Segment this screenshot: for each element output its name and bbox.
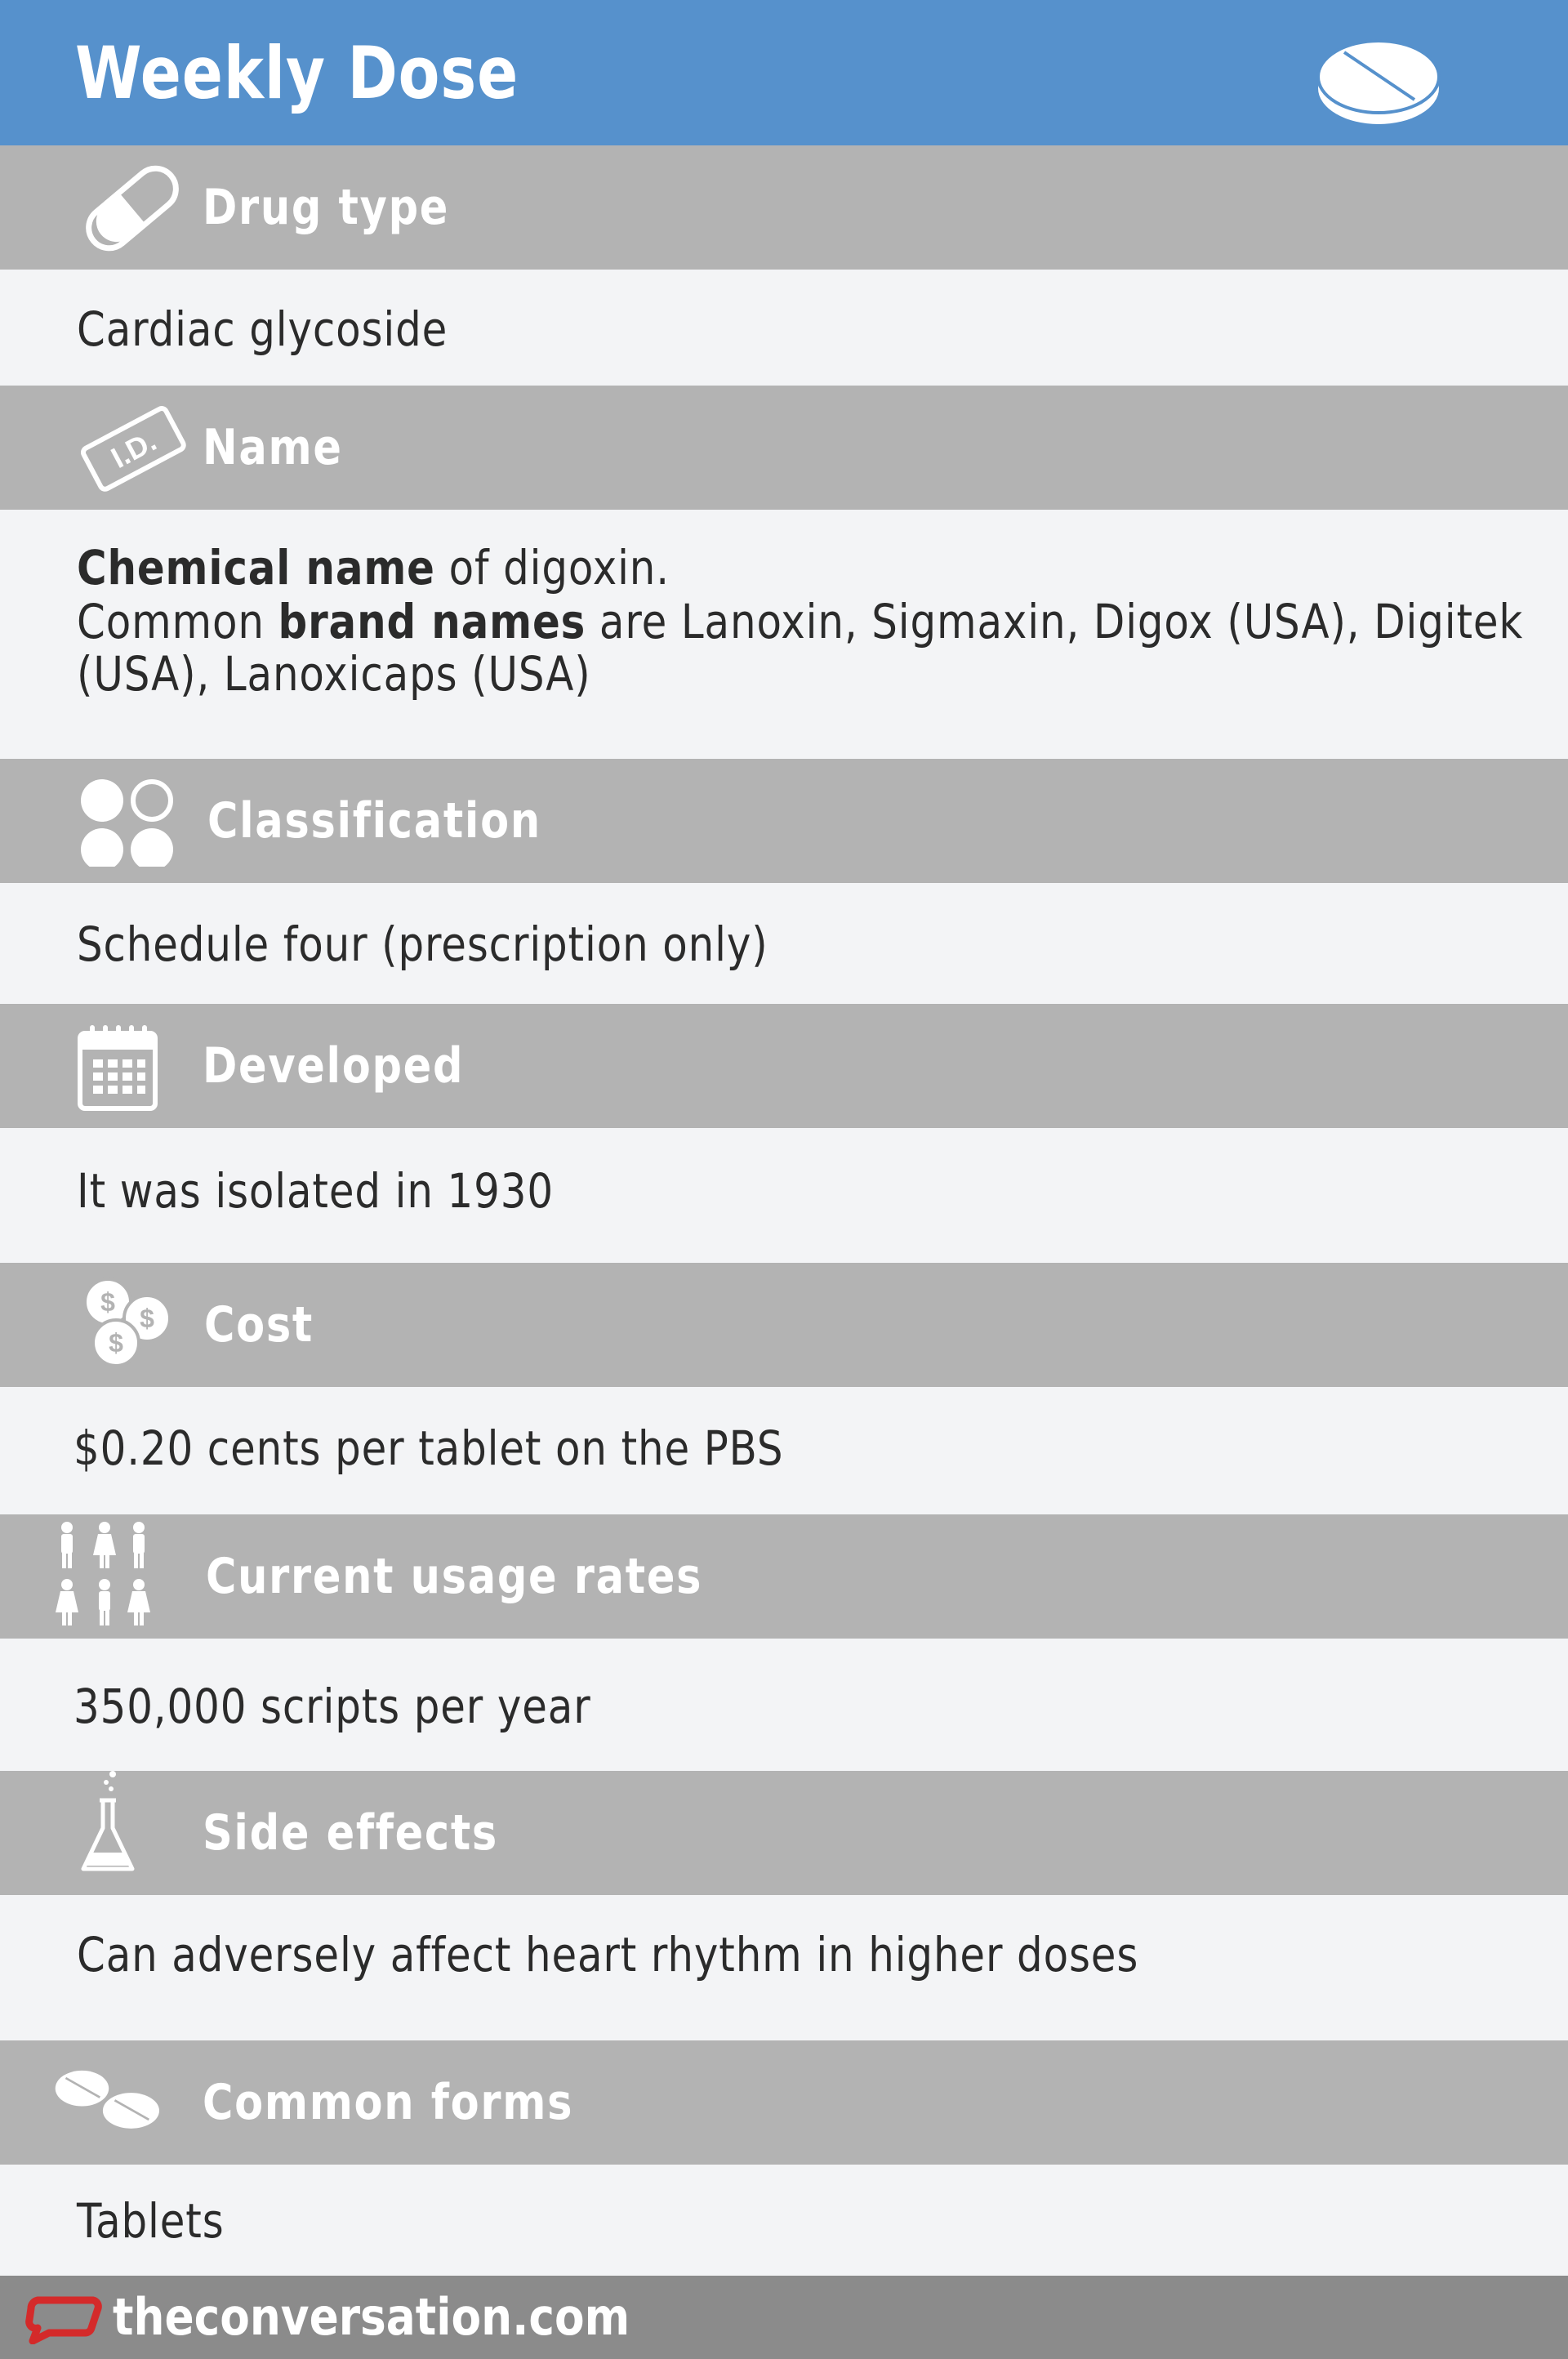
- section-label: Current usage rates: [206, 1548, 703, 1605]
- section-content-side-effects: Can adversely affect heart rhythm in hig…: [0, 1895, 1568, 2040]
- section-bar-developed: Developed: [0, 1004, 1568, 1128]
- section-content-drug-type: Cardiac glycoside: [0, 270, 1568, 386]
- section-label: Name: [203, 419, 343, 476]
- circles-icon: [81, 779, 173, 867]
- section-content-classification: Schedule four (prescription only): [0, 883, 1568, 1004]
- name-line-1: Chemical name of digoxin.: [77, 541, 670, 595]
- section-content-usage: 350,000 scripts per year: [0, 1639, 1568, 1771]
- section-label: Cost: [204, 1296, 314, 1353]
- tablet-icon: [1316, 39, 1441, 124]
- svg-text:$: $: [109, 1328, 123, 1358]
- name-line-2: Common brand names are Lanoxin, Sigmaxin…: [77, 595, 1523, 649]
- section-label: Developed: [203, 1037, 465, 1095]
- section-content-cost: $0.20 cents per tablet on the PBS: [0, 1387, 1568, 1514]
- section-label: Drug type: [203, 179, 450, 236]
- svg-text:$: $: [100, 1287, 115, 1317]
- section-bar-cost: $ $ $ Cost: [0, 1263, 1568, 1387]
- brand-names-prefix: Common: [77, 594, 278, 649]
- section-label: Classification: [207, 792, 541, 850]
- speech-bubble-logo-icon: [25, 2296, 102, 2344]
- section-label: Common forms: [203, 2074, 574, 2131]
- section-value: Tablets: [77, 2193, 225, 2249]
- chemical-name-value: of digoxin.: [434, 540, 670, 595]
- section-value: It was isolated in 1930: [77, 1163, 554, 1219]
- section-bar-side-effects: Side effects: [0, 1771, 1568, 1895]
- page-title: Weekly Dose: [75, 31, 519, 115]
- section-value: $0.20 cents per tablet on the PBS: [74, 1420, 784, 1476]
- chemical-name-label: Chemical name: [77, 540, 435, 595]
- flask-icon: [81, 1771, 135, 1871]
- section-bar-common-forms: Common forms: [0, 2040, 1568, 2165]
- brand-names-label: brand names: [278, 594, 586, 649]
- brand-names-value: are Lanoxin, Sigmaxin, Digox (USA), Digi…: [586, 594, 1524, 649]
- page-header: Weekly Dose: [0, 0, 1568, 145]
- section-label: Side effects: [203, 1804, 498, 1862]
- section-value: Schedule four (prescription only): [77, 916, 768, 972]
- calendar-icon: [78, 1025, 158, 1111]
- footer-site-link[interactable]: theconversation.com: [113, 2287, 630, 2347]
- section-value: 350,000 scripts per year: [74, 1679, 591, 1734]
- coins-icon: $ $ $: [83, 1278, 172, 1367]
- name-line-3: (USA), Lanoxicaps (USA): [77, 646, 591, 702]
- section-bar-drug-type: Drug type: [0, 145, 1568, 270]
- section-content-name: Chemical name of digoxin. Common brand n…: [0, 510, 1568, 759]
- section-content-developed: It was isolated in 1930: [0, 1128, 1568, 1263]
- page-footer: theconversation.com: [0, 2276, 1568, 2359]
- section-bar-name: I.D. Name: [0, 386, 1568, 510]
- section-value: Cardiac glycoside: [77, 301, 448, 357]
- section-content-common-forms: Tablets: [0, 2165, 1568, 2276]
- id-card-icon: I.D.: [80, 406, 186, 492]
- svg-text:$: $: [140, 1304, 154, 1333]
- capsule-icon: [86, 165, 179, 252]
- tablets-icon: [55, 2070, 159, 2129]
- people-icon: [56, 1522, 150, 1625]
- section-bar-usage: Current usage rates: [0, 1514, 1568, 1639]
- section-bar-classification: Classification: [0, 759, 1568, 883]
- section-value: Can adversely affect heart rhythm in hig…: [77, 1927, 1139, 1982]
